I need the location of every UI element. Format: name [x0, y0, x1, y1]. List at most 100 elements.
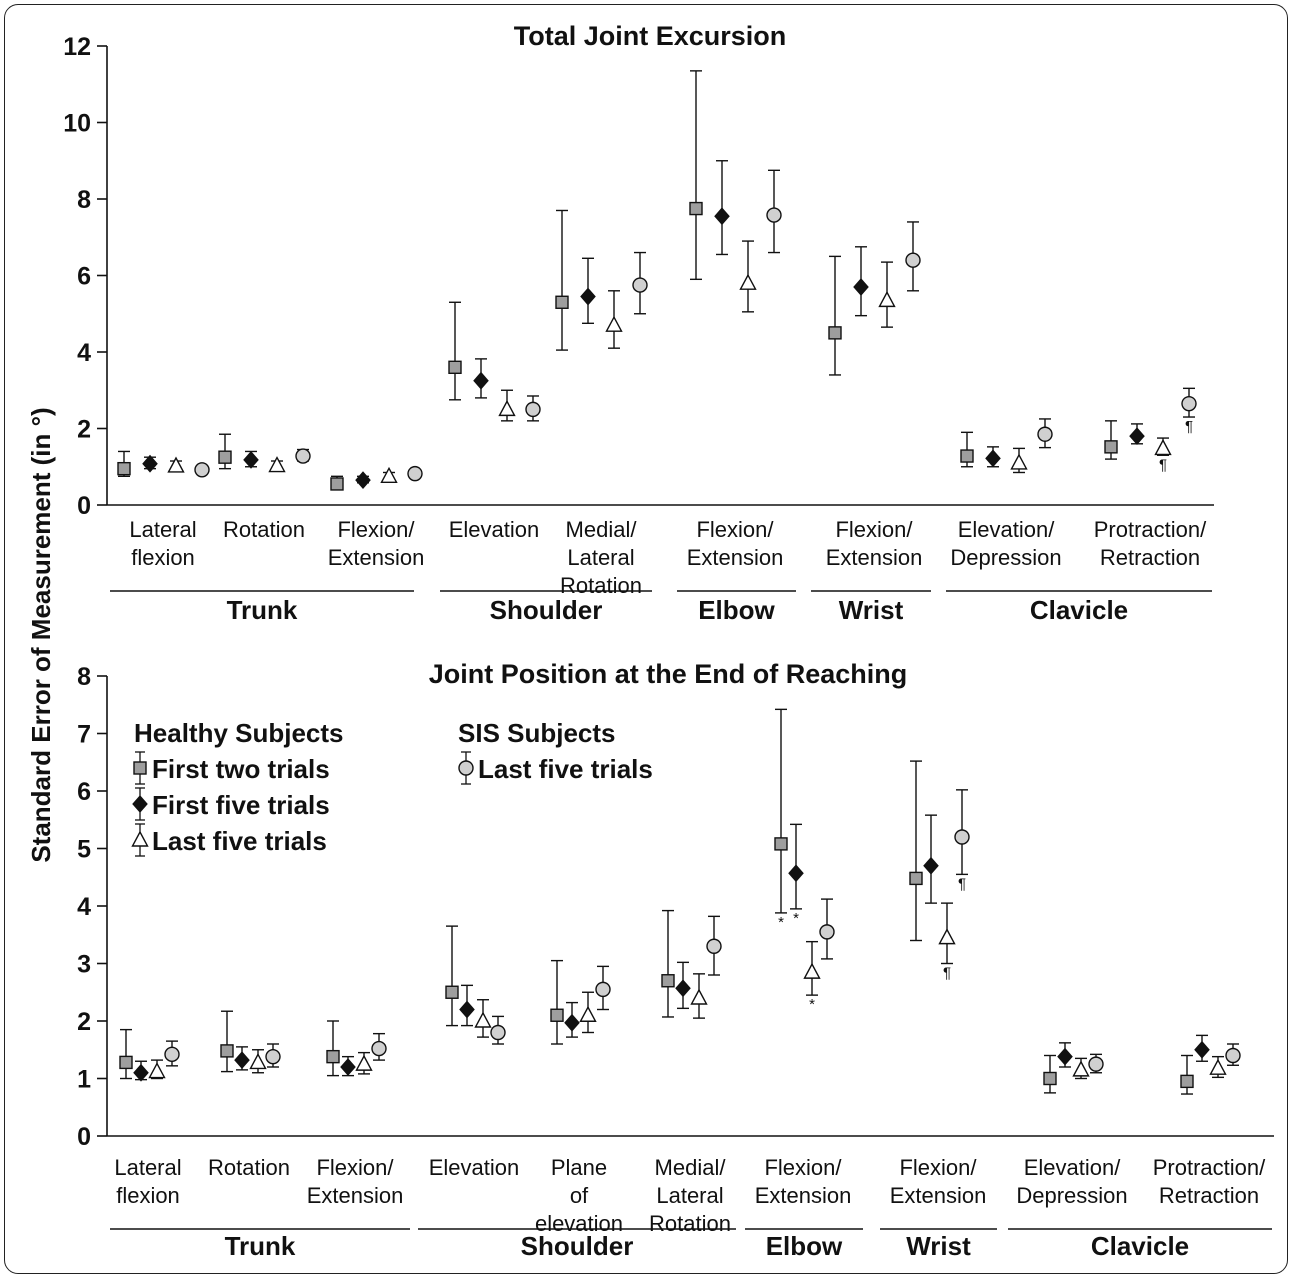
data-point [1043, 1071, 1057, 1086]
category-label: of [570, 1183, 589, 1208]
data-point [938, 928, 956, 945]
category-label: elevation [535, 1211, 623, 1236]
y-tick-label: 0 [77, 1123, 91, 1151]
y-tick-label: 10 [63, 110, 91, 138]
y-tick-label: 3 [77, 951, 91, 979]
data-point [714, 207, 730, 226]
category-label: Extension [328, 545, 425, 570]
legend-label-last-five-healthy: Last five trials [152, 826, 327, 856]
category-label: Medial/ [566, 517, 638, 542]
data-point [1072, 1060, 1090, 1077]
data-point [579, 1005, 597, 1022]
category-label: Medial/ [655, 1155, 727, 1180]
category-label: Rotation [560, 573, 642, 598]
data-point [819, 924, 835, 940]
data-point [985, 449, 1001, 468]
category-label: Extension [890, 1183, 987, 1208]
data-point [142, 454, 158, 473]
significance-mark: ¶ [1185, 418, 1193, 435]
category-label: Lateral [567, 545, 634, 570]
data-point [243, 450, 259, 469]
category-label: Protraction/ [1094, 517, 1207, 542]
data-point [853, 278, 869, 296]
data-point [1057, 1047, 1073, 1066]
legend-healthy-title: Healthy Subjects [134, 718, 344, 748]
data-point [268, 456, 286, 473]
y-tick-label: 12 [63, 33, 91, 61]
category-label: Rotation [649, 1211, 731, 1236]
group-label: Clavicle [1030, 595, 1128, 625]
y-tick-label: 1 [77, 1066, 91, 1094]
data-point [595, 981, 611, 998]
data-point [675, 979, 691, 998]
data-point [960, 449, 974, 463]
data-point [1104, 440, 1118, 454]
y-tick-label: 7 [77, 721, 91, 749]
category-label: Flexion/ [835, 517, 913, 542]
legend-marker [131, 830, 149, 847]
significance-mark: * [778, 914, 784, 931]
group-label: Trunk [225, 1231, 296, 1258]
data-point [1037, 426, 1053, 442]
data-point [473, 371, 489, 390]
category-label: Plane [551, 1155, 607, 1180]
data-point [249, 1052, 267, 1070]
data-point [555, 295, 569, 309]
data-point [340, 1058, 356, 1076]
data-point [909, 871, 923, 886]
data-point [923, 856, 939, 875]
data-point [148, 1062, 166, 1079]
data-point [1010, 453, 1028, 470]
data-point [1225, 1047, 1241, 1064]
significance-mark: ¶ [943, 965, 951, 982]
y-tick-label: 4 [77, 893, 91, 921]
y-tick-label: 6 [77, 778, 91, 806]
data-point [119, 1055, 133, 1070]
data-point [905, 252, 921, 268]
significance-mark: ¶ [1159, 456, 1167, 473]
category-label: Lateral [656, 1183, 723, 1208]
legend-marker [132, 795, 148, 813]
data-point [326, 1049, 340, 1064]
category-label: Extension [755, 1183, 852, 1208]
y-tick-label: 8 [77, 663, 91, 691]
legend-label-first-five: First five trials [152, 790, 330, 820]
category-label: Flexion/ [764, 1155, 842, 1180]
y-tick-label: 6 [77, 263, 91, 291]
data-point [220, 1044, 234, 1058]
data-point [295, 448, 311, 464]
data-point [1129, 427, 1145, 446]
y-tick-label: 2 [77, 416, 91, 444]
data-point [1088, 1056, 1104, 1072]
data-point [355, 1054, 373, 1071]
data-point [234, 1051, 250, 1070]
legend-sis-title: SIS Subjects [458, 718, 616, 748]
data-point [167, 456, 185, 473]
legend-label-first-two: First two trials [152, 754, 330, 784]
group-label: Elbow [698, 595, 775, 625]
data-point [689, 201, 703, 216]
data-point [380, 466, 398, 484]
category-label: Protraction/ [1153, 1155, 1266, 1180]
data-point [407, 465, 423, 482]
data-point [550, 1008, 564, 1022]
data-point [355, 471, 371, 490]
y-tick-label: 4 [77, 339, 91, 367]
category-label: flexion [131, 545, 195, 570]
data-point [265, 1048, 281, 1065]
group-label: Elbow [766, 1231, 843, 1258]
significance-mark: * [809, 996, 815, 1013]
legend-label-last-five-sis: Last five trials [478, 754, 653, 784]
data-point [605, 315, 623, 332]
data-point [878, 290, 896, 308]
group-label: Shoulder [490, 595, 603, 625]
data-point [525, 401, 541, 418]
category-label: Flexion/ [899, 1155, 977, 1180]
data-point [661, 974, 675, 988]
data-point [1180, 1074, 1194, 1089]
panel-title: Joint Position at the End of Reaching [429, 659, 908, 689]
category-label: Lateral [114, 1155, 181, 1180]
data-point [632, 277, 648, 293]
legend-marker [133, 761, 147, 775]
